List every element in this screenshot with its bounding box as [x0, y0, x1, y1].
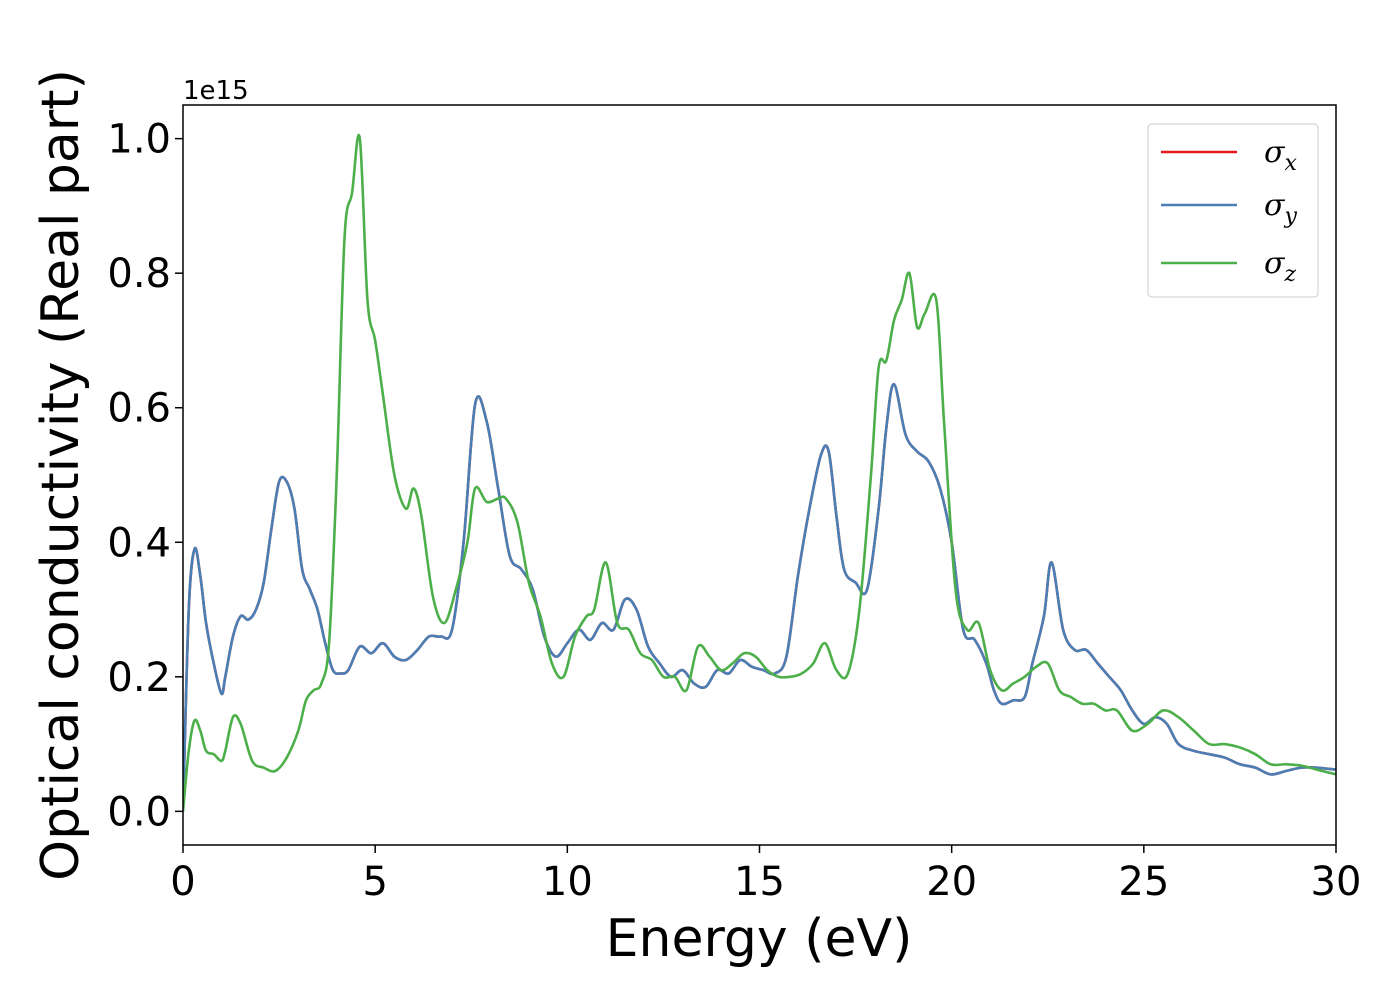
x-tick-label: 20 — [926, 859, 977, 905]
series-line-sigma-y — [183, 382, 1336, 812]
legend-label-sigma-z: σz — [1264, 246, 1296, 287]
x-tick-label: 15 — [734, 859, 785, 905]
series-line-sigma-x — [183, 382, 1336, 812]
y-tick-label: 0.0 — [107, 789, 171, 835]
x-tick-label: 5 — [362, 859, 387, 905]
x-axis-label: Energy (eV) — [606, 909, 913, 969]
x-axis-ticks: 0 5 10 15 20 25 30 — [170, 845, 1361, 905]
x-tick-label: 25 — [1118, 859, 1169, 905]
legend-label-sigma-y: σy — [1264, 188, 1297, 229]
series-layer — [183, 134, 1336, 812]
legend-box — [1147, 123, 1319, 298]
legend-subscript: z — [1283, 262, 1296, 287]
y-tick-label: 0.2 — [107, 655, 171, 701]
y-tick-label: 0.4 — [107, 520, 171, 566]
x-tick-label: 10 — [542, 859, 593, 905]
legend-subscript: x — [1284, 151, 1297, 176]
y-axis-label: Optical conductivity (Real part) — [31, 69, 91, 881]
x-tick-label: 30 — [1311, 859, 1362, 905]
y-tick-label: 0.8 — [107, 251, 171, 297]
x-tick-label: 0 — [170, 859, 195, 905]
legend-symbol: σ — [1264, 135, 1286, 170]
legend-subscript: y — [1283, 204, 1297, 229]
y-tick-label: 0.6 — [107, 386, 171, 432]
series-line-sigma-z — [183, 134, 1336, 812]
legend-symbol: σ — [1264, 188, 1286, 223]
y-offset-label: 1e15 — [183, 76, 249, 106]
legend-label-sigma-x: σx — [1264, 135, 1297, 176]
y-axis-ticks: 0.0 0.2 0.4 0.6 0.8 1.0 — [107, 117, 183, 835]
y-tick-label: 1.0 — [107, 117, 171, 163]
legend-symbol: σ — [1264, 246, 1286, 281]
